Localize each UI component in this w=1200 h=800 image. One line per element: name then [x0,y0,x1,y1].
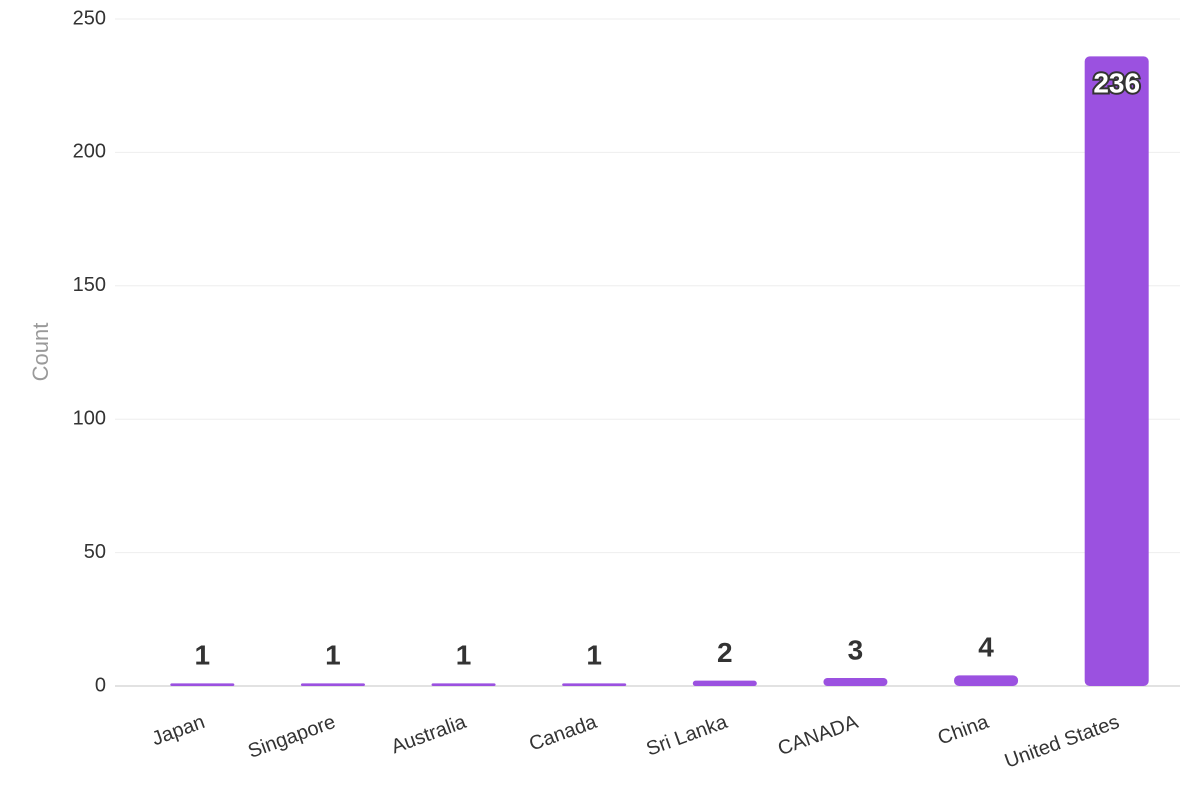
value-label: 1 [586,640,602,671]
x-tick-label: Singapore [245,711,338,763]
bar [431,683,496,686]
x-tick-label: Japan [149,711,208,750]
y-axis-title: Count [28,323,53,382]
bar [300,683,365,686]
bar [562,683,627,686]
x-tick-label: United States [1002,711,1122,773]
bar [954,675,1019,686]
value-label: 2 [717,637,733,668]
bar [823,677,888,686]
x-tick-label: CANADA [775,711,861,760]
value-label: 1 [195,640,211,671]
y-tick-label: 50 [84,541,106,563]
y-tick-label: 0 [95,674,106,696]
value-label: 236 [1093,68,1140,99]
y-tick-label: 250 [73,7,106,29]
x-tick-label: Sri Lanka [643,711,731,761]
y-tick-label: 200 [73,141,106,163]
value-label: 4 [978,632,994,663]
y-tick-label: 150 [73,274,106,296]
value-label: 3 [848,634,864,665]
bar [692,680,757,686]
bar [1084,56,1149,687]
y-tick-label: 100 [73,407,106,429]
x-tick-label: Canada [526,711,600,756]
x-tick-label: Australia [388,711,469,759]
value-label: 1 [456,640,472,671]
value-label: 1 [325,640,341,671]
x-tick-label: China [935,711,992,750]
bar [170,683,235,686]
